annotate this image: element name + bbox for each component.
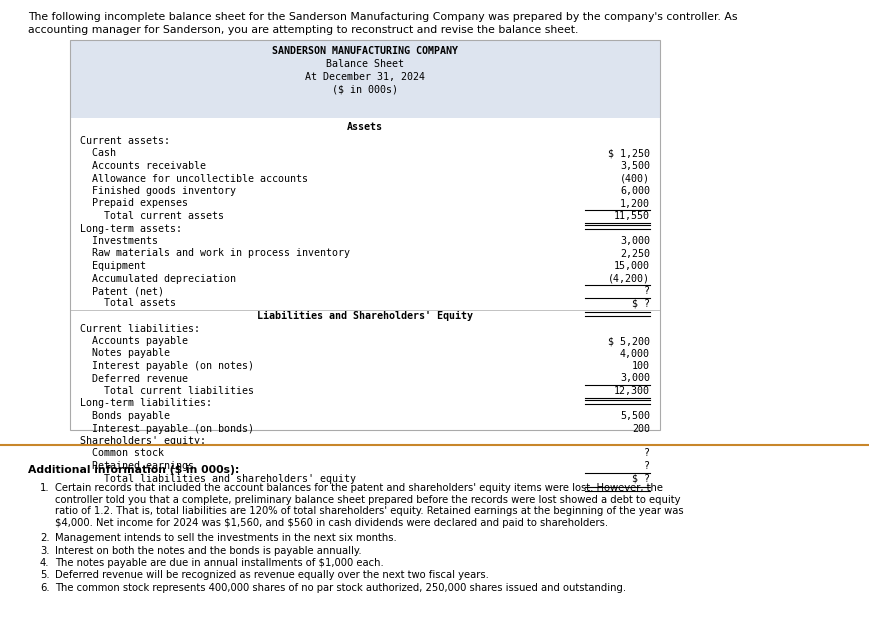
Text: Deferred revenue: Deferred revenue <box>80 373 188 384</box>
Text: Deferred revenue will be recognized as revenue equally over the next two fiscal : Deferred revenue will be recognized as r… <box>55 571 489 581</box>
Text: SANDERSON MANUFACTURING COMPANY: SANDERSON MANUFACTURING COMPANY <box>272 46 458 56</box>
Text: Total assets: Total assets <box>80 299 176 309</box>
Text: The common stock represents 400,000 shares of no par stock authorized, 250,000 s: The common stock represents 400,000 shar… <box>55 583 627 593</box>
Text: 4.: 4. <box>40 558 50 568</box>
Text: Investments: Investments <box>80 236 158 246</box>
Text: Interest payable (on notes): Interest payable (on notes) <box>80 361 254 371</box>
Text: Common stock: Common stock <box>80 448 164 458</box>
Text: ?: ? <box>644 461 650 471</box>
Text: The notes payable are due in annual installments of $1,000 each.: The notes payable are due in annual inst… <box>55 558 384 568</box>
Text: Certain records that included the account balances for the patent and shareholde: Certain records that included the accoun… <box>55 483 684 528</box>
Text: Total liabilities and shareholders' equity: Total liabilities and shareholders' equi… <box>80 473 356 484</box>
Text: Prepaid expenses: Prepaid expenses <box>80 199 188 209</box>
Text: $ ?: $ ? <box>632 473 650 484</box>
Text: (400): (400) <box>620 173 650 183</box>
Text: 12,300: 12,300 <box>614 386 650 396</box>
Text: Additional information ($ in 000s):: Additional information ($ in 000s): <box>28 465 239 475</box>
Text: Accumulated depreciation: Accumulated depreciation <box>80 273 236 284</box>
Text: 1,200: 1,200 <box>620 199 650 209</box>
Text: Patent (net): Patent (net) <box>80 286 164 296</box>
Text: 15,000: 15,000 <box>614 261 650 271</box>
Text: Cash: Cash <box>80 148 116 158</box>
Text: Total current liabilities: Total current liabilities <box>80 386 254 396</box>
Text: 6.: 6. <box>40 583 50 593</box>
Text: 3,000: 3,000 <box>620 236 650 246</box>
Text: 3,500: 3,500 <box>620 161 650 171</box>
Text: Allowance for uncollectible accounts: Allowance for uncollectible accounts <box>80 173 308 183</box>
Text: Finished goods inventory: Finished goods inventory <box>80 186 236 196</box>
Text: Retained earnings: Retained earnings <box>80 461 194 471</box>
Text: $ 1,250: $ 1,250 <box>608 148 650 158</box>
Text: Current liabilities:: Current liabilities: <box>80 324 200 333</box>
Text: Interest on both the notes and the bonds is payable annually.: Interest on both the notes and the bonds… <box>55 545 362 556</box>
Text: 4,000: 4,000 <box>620 348 650 358</box>
Text: Liabilities and Shareholders' Equity: Liabilities and Shareholders' Equity <box>257 311 473 321</box>
Text: ($ in 000s): ($ in 000s) <box>332 85 398 95</box>
Text: 6,000: 6,000 <box>620 186 650 196</box>
Text: Management intends to sell the investments in the next six months.: Management intends to sell the investmen… <box>55 533 397 543</box>
Bar <box>70 40 660 118</box>
Text: Balance Sheet: Balance Sheet <box>326 59 404 69</box>
Text: Raw materials and work in process inventory: Raw materials and work in process invent… <box>80 248 350 258</box>
Text: 5,500: 5,500 <box>620 411 650 421</box>
Text: 200: 200 <box>632 424 650 433</box>
Text: $ 5,200: $ 5,200 <box>608 336 650 346</box>
Text: 100: 100 <box>632 361 650 371</box>
Text: 5.: 5. <box>40 571 50 581</box>
Text: Equipment: Equipment <box>80 261 146 271</box>
Text: accounting manager for Sanderson, you are attempting to reconstruct and revise t: accounting manager for Sanderson, you ar… <box>28 25 579 35</box>
Text: (4,200): (4,200) <box>608 273 650 284</box>
Text: Accounts payable: Accounts payable <box>80 336 188 346</box>
Text: Accounts receivable: Accounts receivable <box>80 161 206 171</box>
Text: 3.: 3. <box>40 545 50 556</box>
Text: Interest payable (on bonds): Interest payable (on bonds) <box>80 424 254 433</box>
Text: At December 31, 2024: At December 31, 2024 <box>305 72 425 82</box>
Text: 2.: 2. <box>40 533 50 543</box>
Text: Shareholders' equity:: Shareholders' equity: <box>80 436 206 446</box>
Text: The following incomplete balance sheet for the Sanderson Manufacturing Company w: The following incomplete balance sheet f… <box>28 12 738 22</box>
Text: ?: ? <box>644 448 650 458</box>
Text: 11,550: 11,550 <box>614 211 650 221</box>
Text: Current assets:: Current assets: <box>80 136 170 146</box>
Text: 1.: 1. <box>40 483 50 493</box>
Text: Long-term assets:: Long-term assets: <box>80 224 182 233</box>
Bar <box>70 40 660 430</box>
Text: $ ?: $ ? <box>632 299 650 309</box>
Text: Total current assets: Total current assets <box>80 211 224 221</box>
Text: 3,000: 3,000 <box>620 373 650 384</box>
Text: ?: ? <box>644 286 650 296</box>
Text: Notes payable: Notes payable <box>80 348 170 358</box>
Text: Assets: Assets <box>347 122 383 132</box>
Text: Bonds payable: Bonds payable <box>80 411 170 421</box>
Text: Long-term liabilities:: Long-term liabilities: <box>80 399 212 409</box>
Text: 2,250: 2,250 <box>620 248 650 258</box>
